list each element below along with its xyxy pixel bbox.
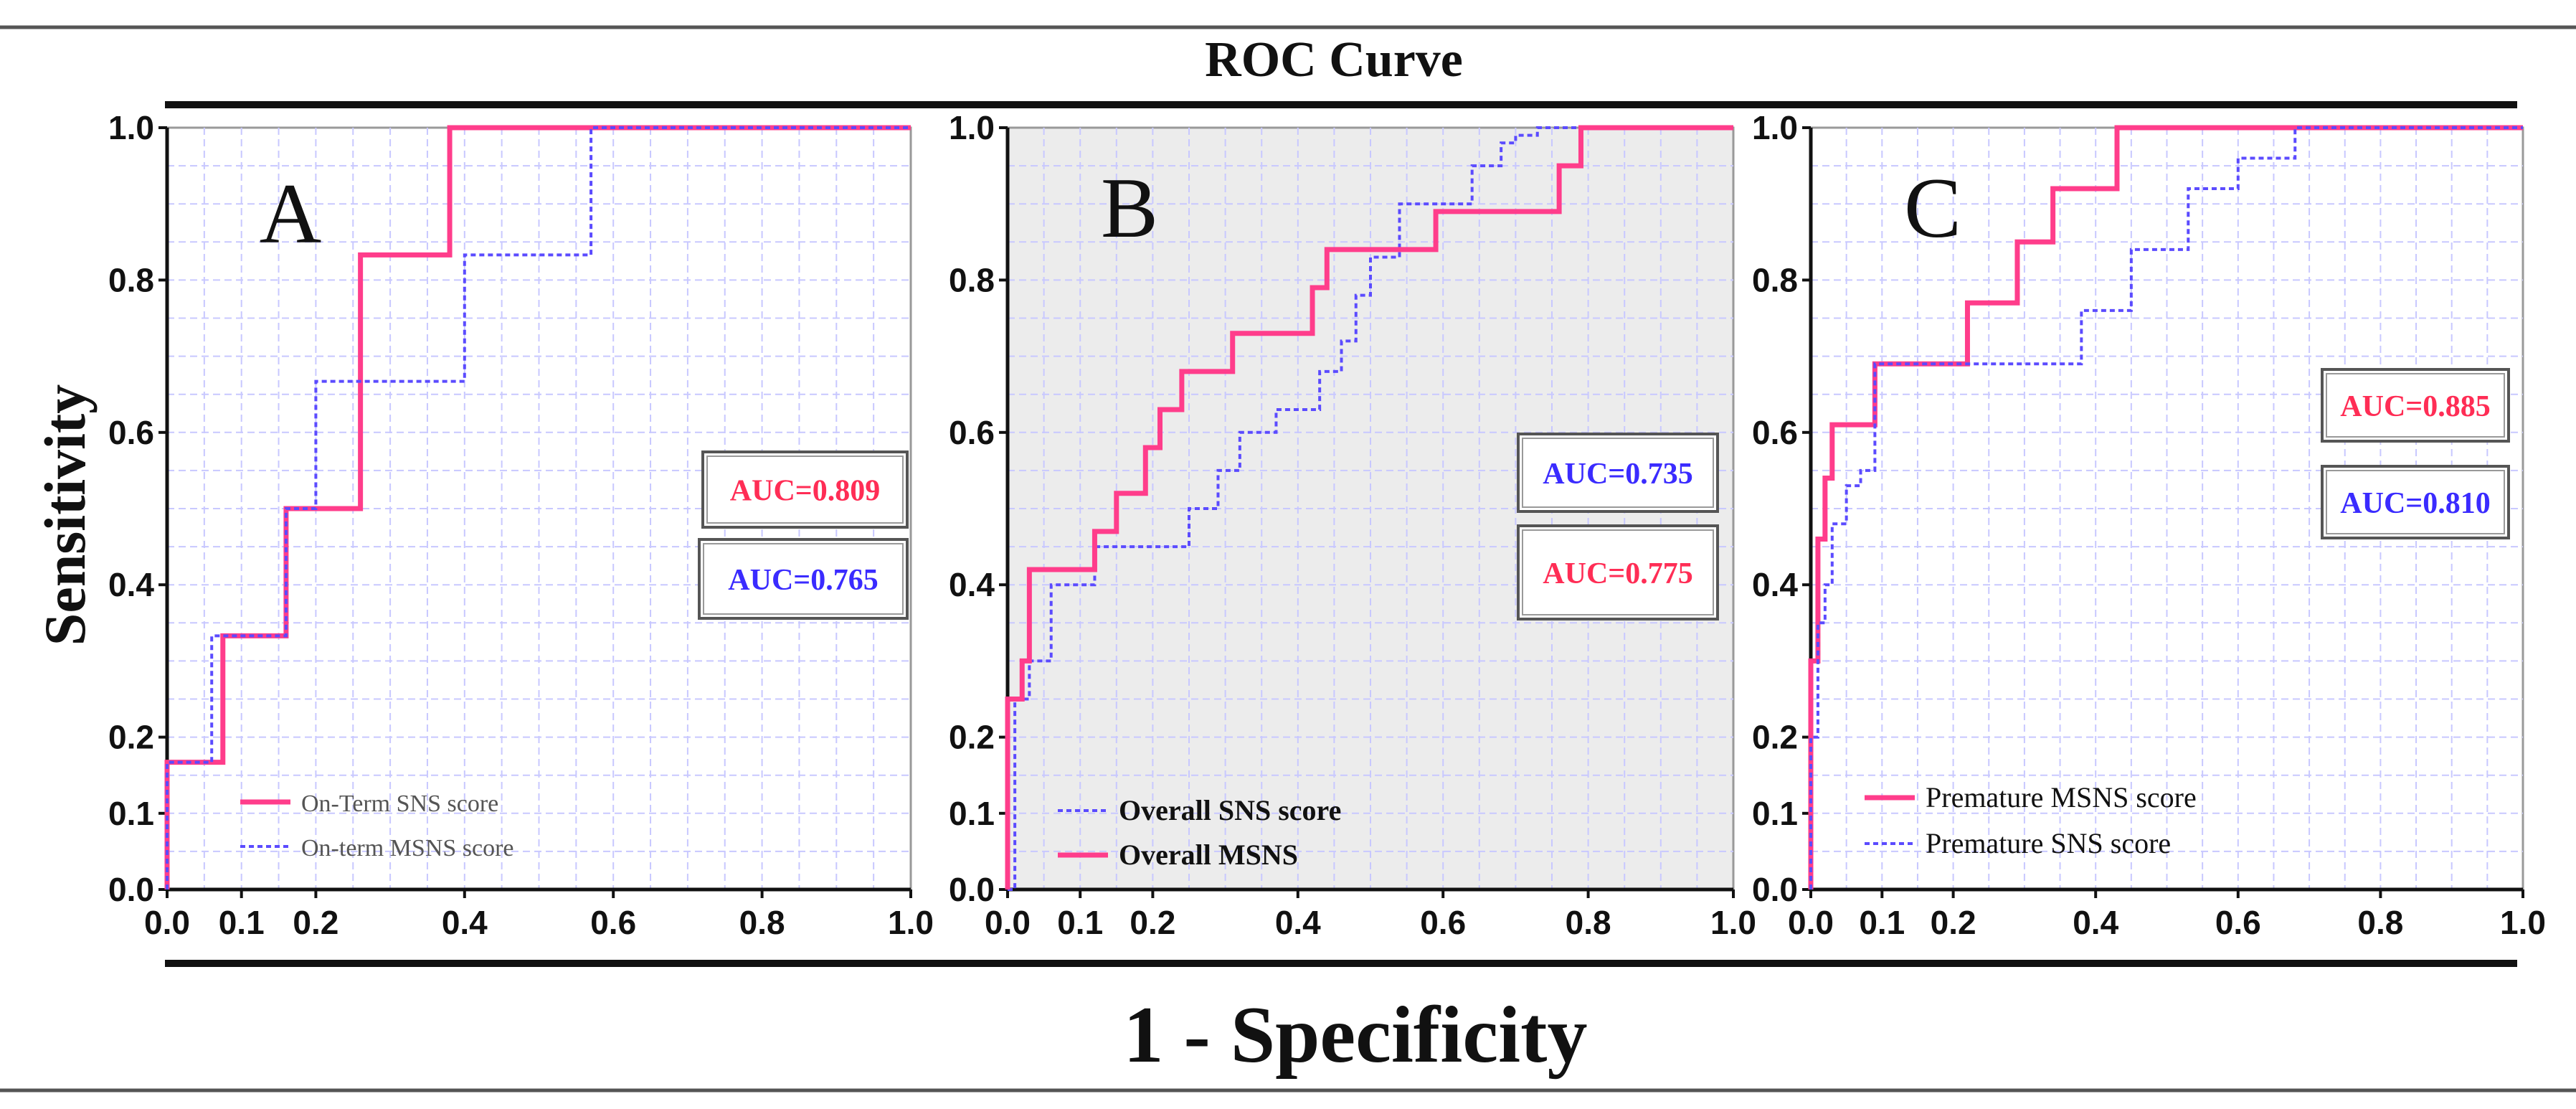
legend-label: Overall SNS score bbox=[1119, 794, 1341, 826]
x-tick-label: 0.2 bbox=[293, 904, 338, 941]
y-tick-label: 0.2 bbox=[949, 719, 995, 756]
panel-letter: B bbox=[1101, 160, 1158, 255]
x-tick-label: 0.8 bbox=[1566, 904, 1611, 941]
auc-box-frame bbox=[698, 538, 909, 620]
panels-group: 0.0 0.1 0.2 0.4 0.6 0.8 1.00.00.10.20.40.60.81… bbox=[108, 109, 2546, 941]
auc-box: AUC=0.885 bbox=[2321, 368, 2510, 443]
y-tick-label: 0.2 bbox=[108, 719, 154, 756]
y-tick-label: 0.4 bbox=[1752, 566, 1798, 603]
y-tick-label: 0.8 bbox=[108, 261, 154, 298]
auc-label: AUC=0.765 bbox=[728, 564, 878, 597]
y-tick-label: 0.6 bbox=[949, 414, 995, 451]
auc-box: AUC=0.735 bbox=[1517, 433, 1719, 513]
x-tick-label: 0.6 bbox=[590, 904, 636, 941]
panel-letter: A bbox=[260, 166, 322, 261]
x-tick-label: 0.4 bbox=[1275, 904, 1321, 941]
roc-curve-overall-sns-score bbox=[1008, 126, 1733, 891]
y-tick-label: 0.4 bbox=[949, 566, 995, 603]
grid-lines bbox=[1008, 128, 1733, 889]
roc-curve-overall-msns bbox=[1005, 125, 1733, 889]
roc-curve-premature-sns-score bbox=[1809, 126, 2523, 889]
x-tick-label: 1.0 bbox=[2500, 904, 2546, 941]
panel-c: 0.0 0.1 0.2 0.4 0.6 0.8 1.0 0.0 0.1 0.2 0.4 0.6 0.8 1… bbox=[1752, 109, 2546, 941]
auc-box-inner bbox=[706, 456, 904, 524]
auc-box-frame bbox=[1517, 524, 1719, 620]
auc-box: AUC=0.809 bbox=[701, 450, 909, 529]
legend-label: On-Term SNS score bbox=[301, 791, 498, 817]
roc-curve-on-term-msns-score bbox=[166, 126, 911, 889]
y-tick-label: 0.0 bbox=[1752, 871, 1798, 908]
auc-box-inner bbox=[1522, 529, 1714, 615]
panel-b: 0.0 0.1 0.2 0.4 0.6 0.8 1.0 0.0 0.1 0.2 0.4 0.6 0.8 1… bbox=[949, 109, 1756, 941]
auc-label: AUC=0.810 bbox=[2340, 487, 2490, 520]
auc-label: AUC=0.775 bbox=[1543, 557, 1692, 590]
x-tick-label: 0.1 bbox=[1057, 904, 1103, 941]
auc-box-frame bbox=[1517, 433, 1719, 513]
legend-label: Overall MSNS bbox=[1119, 839, 1298, 871]
legend: Overall SNS score Overall MSNS bbox=[1058, 794, 1341, 871]
x-tick-label: 1.0 bbox=[888, 904, 934, 941]
y-tick-label: 1.0 bbox=[108, 109, 154, 146]
panel-a: 0.0 0.1 0.2 0.4 0.6 0.8 1.0 0.0 0.1 0.2 0.4 0.6 0.8 1… bbox=[108, 109, 934, 941]
auc-box-inner bbox=[2326, 373, 2505, 438]
x-tick-label: 0.0 bbox=[1788, 904, 1834, 941]
legend-label: On-term MSNS score bbox=[301, 835, 514, 862]
auc-box-inner bbox=[703, 543, 904, 615]
x-tick-label: 0.0 bbox=[985, 904, 1031, 941]
y-tick-label: 0.1 bbox=[1752, 795, 1798, 832]
x-axis-label: 1 - Specificity bbox=[1124, 991, 1588, 1080]
x-tick-label: 0.1 bbox=[219, 904, 265, 941]
y-tick-label: 0.8 bbox=[949, 261, 995, 298]
y-tick-label: 1.0 bbox=[949, 109, 995, 146]
x-tick-label: 0.4 bbox=[442, 904, 488, 941]
auc-label: AUC=0.885 bbox=[2340, 390, 2490, 423]
x-tick-label: 0.2 bbox=[1130, 904, 1175, 941]
y-tick-label: 0.8 bbox=[1752, 261, 1798, 298]
figure-title: ROC Curve bbox=[1205, 32, 1463, 88]
x-tick-label: 0.1 bbox=[1859, 904, 1905, 941]
auc-box-frame bbox=[2321, 465, 2510, 539]
y-tick-label: 0.2 bbox=[1752, 719, 1798, 756]
auc-box: AUC=0.810 bbox=[2321, 465, 2510, 539]
auc-box-inner bbox=[2326, 470, 2505, 534]
x-tick-label: 0.8 bbox=[2357, 904, 2403, 941]
auc-label: AUC=0.809 bbox=[730, 475, 880, 508]
auc-box: AUC=0.775 bbox=[1517, 524, 1719, 620]
y-tick-label: 0.1 bbox=[949, 795, 995, 832]
auc-box-inner bbox=[1522, 438, 1714, 508]
x-tick-label: 0.6 bbox=[1420, 904, 1466, 941]
legend-label: Premature MSNS score bbox=[1926, 781, 2197, 813]
y-tick-label: 0.6 bbox=[1752, 414, 1798, 451]
y-tick-label: 0.4 bbox=[108, 566, 154, 603]
y-axis-label: Sensitivity bbox=[32, 384, 98, 646]
y-tick-label: 0.1 bbox=[108, 795, 154, 832]
y-tick-label: 0.6 bbox=[108, 414, 154, 451]
x-tick-label: 1.0 bbox=[1710, 904, 1756, 941]
x-tick-label: 0.6 bbox=[2215, 904, 2261, 941]
legend: On-Term SNS score On-term MSNS score bbox=[240, 791, 514, 862]
panel-letter: C bbox=[1904, 160, 1961, 255]
x-tick-label: 0.4 bbox=[2073, 904, 2118, 941]
x-tick-label: 0.0 bbox=[144, 904, 190, 941]
y-tick-label: 0.0 bbox=[949, 871, 995, 908]
auc-label: AUC=0.735 bbox=[1543, 458, 1692, 491]
legend: Premature MSNS score Premature SNS score bbox=[1865, 781, 2197, 859]
roc-curve-premature-msns-score bbox=[1808, 125, 2523, 889]
auc-box-frame bbox=[701, 450, 909, 529]
y-tick-label: 0.0 bbox=[108, 871, 154, 908]
x-tick-label: 0.8 bbox=[739, 904, 785, 941]
auc-box: AUC=0.765 bbox=[698, 538, 909, 620]
x-tick-label: 0.2 bbox=[1931, 904, 1976, 941]
legend-label: Premature SNS score bbox=[1926, 827, 2171, 859]
auc-box-frame bbox=[2321, 368, 2510, 443]
y-tick-label: 1.0 bbox=[1752, 109, 1798, 146]
